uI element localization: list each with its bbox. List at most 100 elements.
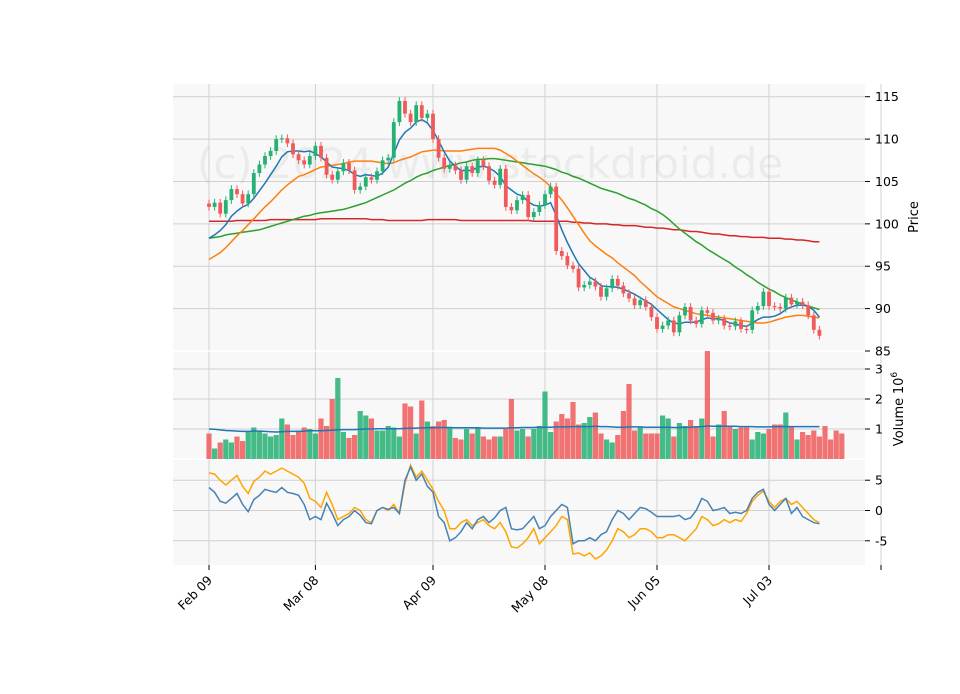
volume-bar: [520, 429, 526, 459]
candle-body: [498, 168, 503, 185]
oscillator-panel: [173, 459, 865, 565]
volume-bar: [788, 426, 794, 459]
volume-bar: [307, 429, 313, 459]
volume-bar: [766, 429, 772, 459]
candle-body: [459, 170, 463, 180]
volume-bar: [760, 433, 766, 459]
candle-body: [548, 186, 553, 195]
volume-bar: [716, 424, 722, 459]
candle-body: [627, 293, 631, 299]
candle-body: [263, 156, 267, 165]
volume-bar: [464, 429, 470, 459]
volume-bar: [682, 426, 688, 459]
candle-body: [380, 160, 385, 172]
price-y-tick-label: 110: [875, 132, 899, 147]
volume-bar: [447, 427, 453, 459]
volume-bar: [436, 421, 442, 459]
candle-body: [772, 306, 777, 308]
volume-bar: [324, 426, 330, 459]
volume-y-tick-label: 2: [875, 392, 883, 407]
price-y-tick-label: 115: [875, 89, 899, 104]
volume-bar: [604, 439, 610, 459]
sma-slow-line: [208, 157, 820, 311]
candle-body: [246, 194, 251, 204]
candle-body: [571, 265, 575, 269]
x-tick-label: Mar 08: [280, 572, 321, 613]
candle-body: [761, 291, 766, 307]
candle-body: [492, 180, 497, 185]
volume-bar: [648, 433, 654, 459]
volume-bar: [352, 435, 358, 459]
volume-bar: [721, 411, 727, 459]
candle-body: [795, 301, 799, 305]
volume-bar: [458, 439, 464, 459]
volume-unit-base: 10: [892, 378, 907, 395]
candle-body: [235, 189, 239, 195]
volume-bar: [727, 426, 733, 459]
candle-body: [806, 305, 811, 316]
candle-body: [509, 206, 514, 211]
candle-body: [638, 300, 643, 306]
candle-body: [291, 143, 295, 155]
volume-bar: [559, 414, 565, 459]
volume-bar: [693, 426, 699, 459]
candle-body: [660, 325, 665, 329]
candle-body: [481, 160, 486, 167]
candle-body: [677, 315, 682, 333]
volume-bar: [676, 423, 682, 459]
volume-bar: [318, 418, 324, 459]
volume-bar: [228, 442, 234, 459]
x-tick-label: Jun 05: [624, 573, 663, 612]
candle-body: [335, 171, 340, 180]
volume-bar: [480, 436, 486, 459]
volume-y-tick-label: 1: [875, 422, 883, 437]
candle-body: [767, 291, 771, 307]
candle-body: [543, 194, 547, 206]
candle-body: [419, 105, 424, 118]
volume-bar: [469, 433, 475, 459]
candle-body: [285, 138, 290, 144]
x-tick-label: Apr 09: [399, 572, 439, 612]
volume-bar: [755, 432, 761, 459]
volume-bar: [419, 400, 425, 459]
volume-bar: [492, 436, 498, 459]
volume-bar: [564, 418, 570, 459]
sma-long-line: [209, 218, 820, 243]
volume-bar: [346, 438, 352, 459]
volume-bar: [503, 429, 509, 459]
volume-bar: [368, 418, 374, 459]
volume-bar: [380, 430, 386, 459]
candle-body: [671, 320, 676, 333]
volume-bar: [441, 420, 447, 459]
volume-bar: [268, 436, 274, 459]
candle-body: [503, 168, 508, 207]
candle-body: [599, 286, 603, 297]
candle-body: [268, 150, 273, 157]
volume-bar: [699, 418, 705, 459]
candle-body: [447, 165, 452, 169]
price-axis-label: Price: [907, 201, 922, 233]
price-y-tick-label: 90: [875, 301, 891, 316]
volume-bar: [296, 430, 302, 459]
candle-body: [251, 173, 256, 195]
volume-bar: [273, 435, 279, 459]
volume-unit-exponent: 6: [890, 372, 900, 378]
candle-body: [375, 171, 379, 180]
volume-bar: [839, 433, 845, 459]
volume-bar: [536, 426, 542, 459]
candle-body: [319, 145, 323, 158]
volume-bar: [301, 427, 307, 459]
candle-body: [755, 306, 760, 311]
candle-body: [727, 325, 732, 327]
volume-bar: [234, 436, 240, 459]
volume-bar: [262, 433, 268, 459]
volume-bar: [598, 433, 604, 459]
candle-body: [391, 122, 396, 158]
oscillator-y-tick-label: 0: [875, 503, 883, 518]
candle-body: [739, 321, 743, 329]
volume-bar: [312, 433, 318, 459]
volume-bar: [587, 417, 593, 459]
oscillator-y-tick-label: 5: [875, 473, 883, 488]
price-y-tick-label: 105: [875, 174, 899, 189]
